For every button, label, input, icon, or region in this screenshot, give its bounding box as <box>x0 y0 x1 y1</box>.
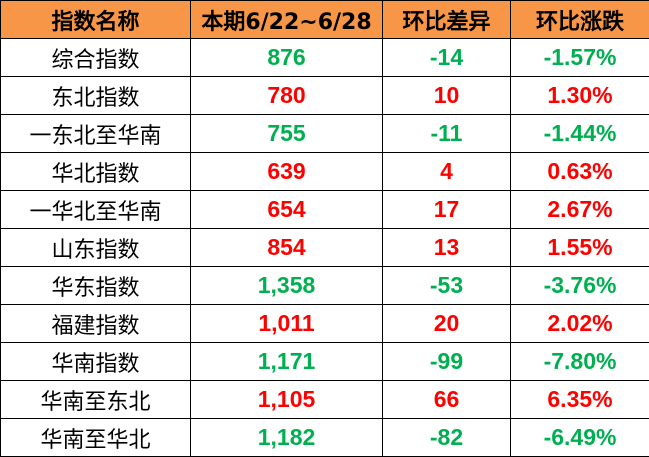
current-value-cell: 876 <box>190 38 383 77</box>
table-row: 一东北至华南 755 -11 -1.44% <box>0 114 649 153</box>
change-cell: 10 <box>382 76 511 115</box>
current-value-cell: 780 <box>190 76 383 115</box>
change-pct-cell: 0.63% <box>510 152 649 191</box>
table-row: 一华北至华南 654 17 2.67% <box>0 190 649 229</box>
change-pct-cell: -1.44% <box>510 114 649 153</box>
change-cell: -99 <box>382 342 511 381</box>
change-cell: 66 <box>382 380 511 419</box>
current-value-cell: 654 <box>190 190 383 229</box>
index-name-cell: 一东北至华南 <box>0 114 191 153</box>
change-pct-cell: -7.80% <box>510 342 649 381</box>
index-name-cell: 东北指数 <box>0 76 191 115</box>
change-cell: 4 <box>382 152 511 191</box>
current-value-cell: 1,182 <box>190 418 383 457</box>
change-cell: 20 <box>382 304 511 343</box>
index-name-cell: 山东指数 <box>0 228 191 267</box>
index-name-cell: 一华北至华南 <box>0 190 191 229</box>
current-value-cell: 1,105 <box>190 380 383 419</box>
table-row: 福建指数 1,011 20 2.02% <box>0 304 649 343</box>
header-change: 环比差异 <box>382 0 511 39</box>
current-value-cell: 1,011 <box>190 304 383 343</box>
change-pct-cell: 1.55% <box>510 228 649 267</box>
change-cell: -82 <box>382 418 511 457</box>
table-row: 综合指数 876 -14 -1.57% <box>0 38 649 77</box>
header-index-name: 指数名称 <box>0 0 191 39</box>
table-row: 华北指数 639 4 0.63% <box>0 152 649 191</box>
table-row: 东北指数 780 10 1.30% <box>0 76 649 115</box>
table-row: 华东指数 1,358 -53 -3.76% <box>0 266 649 305</box>
table-row: 山东指数 854 13 1.55% <box>0 228 649 267</box>
table-row: 华南至华北 1,182 -82 -6.49% <box>0 418 649 457</box>
current-value-cell: 755 <box>190 114 383 153</box>
change-pct-cell: -3.76% <box>510 266 649 305</box>
change-pct-cell: 6.35% <box>510 380 649 419</box>
change-cell: -14 <box>382 38 511 77</box>
change-cell: 13 <box>382 228 511 267</box>
index-name-cell: 华东指数 <box>0 266 191 305</box>
change-pct-cell: -6.49% <box>510 418 649 457</box>
change-cell: 17 <box>382 190 511 229</box>
current-value-cell: 854 <box>190 228 383 267</box>
current-value-cell: 639 <box>190 152 383 191</box>
index-name-cell: 福建指数 <box>0 304 191 343</box>
change-pct-cell: -1.57% <box>510 38 649 77</box>
change-cell: -53 <box>382 266 511 305</box>
table-row: 华南至东北 1,105 66 6.35% <box>0 380 649 419</box>
index-name-cell: 华南至华北 <box>0 418 191 457</box>
change-pct-cell: 2.02% <box>510 304 649 343</box>
index-name-cell: 华北指数 <box>0 152 191 191</box>
change-cell: -11 <box>382 114 511 153</box>
change-pct-cell: 2.67% <box>510 190 649 229</box>
header-row: 指数名称 本期6/22~6/28 环比差异 环比涨跌 <box>0 0 649 39</box>
index-name-cell: 综合指数 <box>0 38 191 77</box>
current-value-cell: 1,358 <box>190 266 383 305</box>
index-name-cell: 华南指数 <box>0 342 191 381</box>
header-current-period: 本期6/22~6/28 <box>190 0 383 39</box>
table-row: 华南指数 1,171 -99 -7.80% <box>0 342 649 381</box>
index-name-cell: 华南至东北 <box>0 380 191 419</box>
header-change-pct: 环比涨跌 <box>510 0 649 39</box>
change-pct-cell: 1.30% <box>510 76 649 115</box>
current-value-cell: 1,171 <box>190 342 383 381</box>
